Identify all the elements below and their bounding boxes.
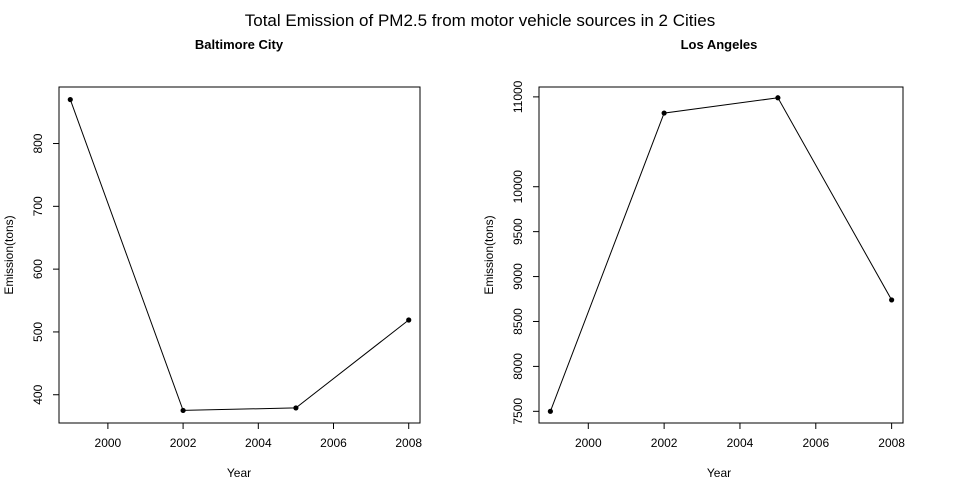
series-line-los-angeles — [549, 97, 893, 412]
y-tick-label-los-angeles: 11000 — [511, 80, 525, 113]
x-tick-label-los-angeles: 2004 — [727, 436, 754, 450]
y-axis-label-los-angeles: Emission(tons) — [482, 215, 496, 294]
y-axis-label-baltimore: Emission(tons) — [2, 215, 16, 294]
y-tick-label-los-angeles: 8500 — [511, 308, 525, 335]
data-point-los-angeles — [889, 297, 895, 303]
x-tick-label-los-angeles: 2000 — [575, 436, 602, 450]
x-axis-label-los-angeles: Year — [707, 466, 731, 480]
y-tick-label-baltimore: 600 — [31, 259, 45, 279]
panel-los-angeles: Los Angeles 2000 2002 2004 2006 2008 7500 8000… — [482, 37, 905, 480]
data-point-baltimore — [67, 96, 73, 103]
y-tick-label-baltimore: 500 — [31, 322, 45, 342]
x-tick-label-los-angeles: 2002 — [651, 436, 678, 450]
y-tick-label-los-angeles: 8000 — [511, 353, 525, 380]
x-tick-label-los-angeles: 2008 — [878, 436, 905, 450]
figure-title: Total Emission of PM2.5 from motor vehic… — [245, 11, 716, 30]
x-tick-label-baltimore: 2008 — [395, 436, 422, 450]
data-point-los-angeles — [547, 408, 553, 414]
x-axis-label-baltimore: Year — [227, 466, 251, 480]
x-tick-label-baltimore: 2006 — [320, 436, 347, 450]
y-tick-label-los-angeles: 7500 — [511, 398, 525, 425]
x-tick-label-baltimore: 2004 — [245, 436, 272, 450]
data-point-baltimore — [406, 317, 412, 323]
series-line-baltimore — [69, 99, 410, 411]
data-point-los-angeles — [775, 95, 781, 101]
y-tick-label-baltimore: 800 — [31, 133, 45, 153]
data-point-los-angeles — [661, 110, 667, 116]
y-tick-label-los-angeles: 10000 — [511, 170, 525, 204]
plot-area-los-angeles: 2000 2002 2004 2006 2008 7500 8000 8500 9000 9500… — [511, 80, 905, 450]
plot-frame-los-angeles — [538, 86, 904, 424]
panel-title-los-angeles: Los Angeles — [681, 37, 758, 52]
data-point-baltimore — [293, 405, 299, 411]
y-tick-label-baltimore: 700 — [31, 196, 45, 216]
panel-title-baltimore: Baltimore City — [195, 37, 284, 52]
plot-frame-baltimore — [58, 86, 421, 424]
panel-baltimore: Baltimore City 2000 2002 2004 2006 2008 400 50… — [2, 37, 422, 480]
y-tick-label-los-angeles: 9000 — [511, 263, 525, 290]
data-point-baltimore — [180, 407, 186, 414]
x-tick-label-baltimore: 2000 — [95, 436, 122, 450]
y-tick-label-baltimore: 400 — [31, 384, 45, 404]
x-tick-label-baltimore: 2002 — [170, 436, 197, 450]
plot-area-baltimore: 2000 2002 2004 2006 2008 400 500 600 700 800 — [31, 96, 422, 450]
x-tick-label-los-angeles: 2006 — [802, 436, 829, 450]
y-tick-label-los-angeles: 9500 — [511, 218, 525, 245]
